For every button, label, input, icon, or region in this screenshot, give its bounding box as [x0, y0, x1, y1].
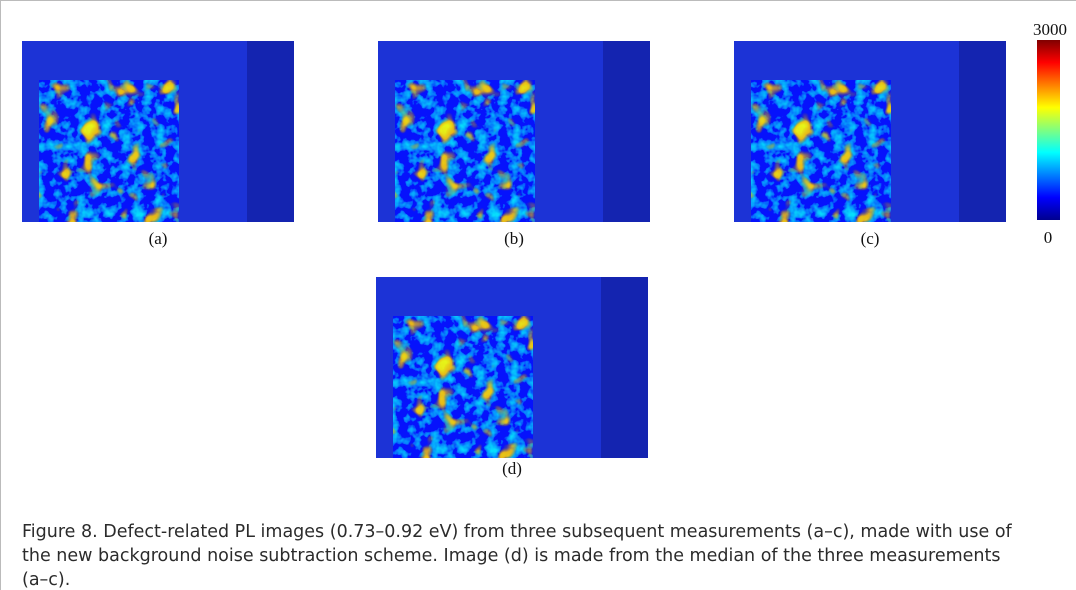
pl-image	[734, 41, 1006, 222]
panel-label: (c)	[861, 229, 880, 248]
panel-label: (d)	[502, 459, 522, 478]
colorbar-min: 0	[1044, 228, 1053, 247]
caption: Figure 8. Defect-related PL images (0.73…	[22, 520, 1022, 590]
figure: (a) (b) (c) (d) 3000 0	[0, 0, 1076, 590]
colorbar-max: 3000	[1033, 20, 1067, 39]
figure-page: (a) (b) (c) (d) 3000 0 Figure 8. Defect-…	[0, 0, 1076, 590]
colorbar	[1037, 40, 1060, 220]
panel-label: (b)	[504, 229, 524, 248]
pl-image	[378, 41, 650, 222]
pl-image	[376, 277, 648, 458]
panel-label: (a)	[149, 229, 168, 248]
pl-image	[22, 41, 294, 222]
